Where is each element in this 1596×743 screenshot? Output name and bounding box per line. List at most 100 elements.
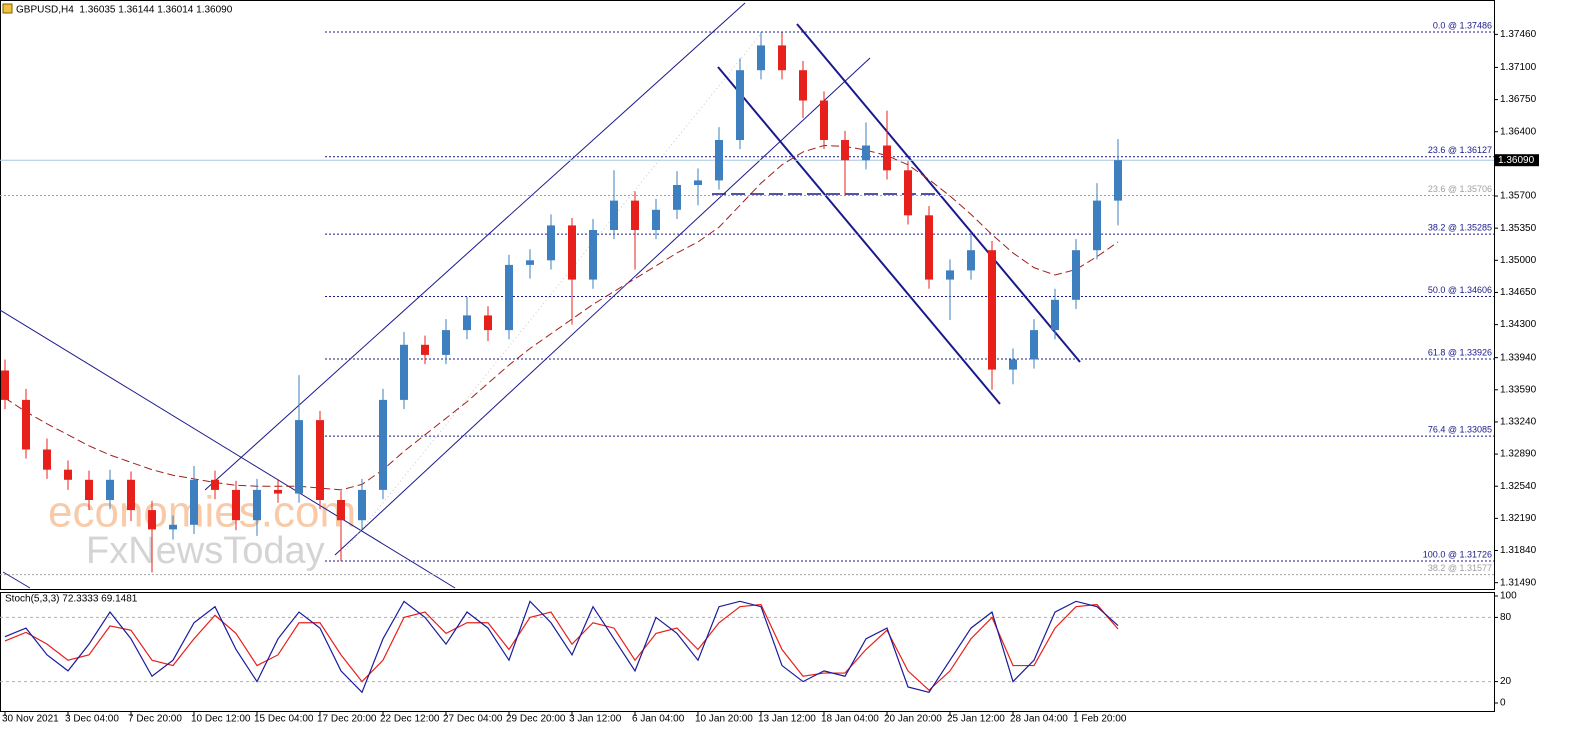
candle-body <box>568 225 576 280</box>
x-tick-label: 6 Jan 04:00 <box>632 714 685 725</box>
candle-body <box>43 449 51 470</box>
candle-body <box>400 344 408 400</box>
candle-body <box>505 264 513 331</box>
candle-body <box>190 479 198 525</box>
fib-label: 100.0 @ 1.31726 <box>1423 549 1492 559</box>
y-tick-label: 1.33590 <box>1500 384 1537 395</box>
candle-body <box>1072 250 1080 300</box>
candle-body <box>169 524 177 530</box>
x-tick-label: 10 Jan 20:00 <box>695 714 753 725</box>
y-tick-label: 1.32890 <box>1500 449 1537 460</box>
candle-body <box>715 140 723 181</box>
x-tick-label: 3 Jan 12:00 <box>569 714 622 725</box>
y-tick-label: 1.35000 <box>1500 255 1537 266</box>
symbol-icon <box>2 3 13 14</box>
candle-body <box>358 489 366 521</box>
x-tick-label: 20 Jan 20:00 <box>884 714 942 725</box>
candle-body <box>799 70 807 101</box>
candle-body <box>1093 200 1101 251</box>
stoch-frame <box>0 592 1495 712</box>
channel-down-upper <box>796 23 1081 363</box>
y-tick-label: 1.35700 <box>1500 191 1537 202</box>
x-tick-label: 10 Dec 12:00 <box>191 714 251 725</box>
y-tick-label: 1.37100 <box>1500 62 1537 73</box>
candle-body <box>778 45 786 71</box>
x-tick-label: 27 Dec 04:00 <box>443 714 503 725</box>
fib-label: 38.2 @ 1.31577 <box>1428 563 1492 573</box>
y-tick-label: 1.37460 <box>1500 29 1537 40</box>
fib-label: 38.2 @ 1.35285 <box>1428 223 1492 233</box>
stoch-title: Stoch(5,3,3) 72.3333 69.1481 <box>5 594 138 605</box>
x-tick-label: 13 Jan 12:00 <box>758 714 816 725</box>
y-tick-label: 1.33940 <box>1500 352 1537 363</box>
candle-body <box>1114 160 1122 201</box>
fib-label: 0.0 @ 1.37486 <box>1433 20 1492 30</box>
fib-label: 23.6 @ 1.36127 <box>1428 145 1492 155</box>
candle-body <box>547 225 555 261</box>
candle-body <box>85 479 93 500</box>
candle-body <box>988 250 996 370</box>
fib-label: 61.8 @ 1.33926 <box>1428 347 1492 357</box>
x-tick-label: 29 Dec 20:00 <box>506 714 566 725</box>
fib-label: 50.0 @ 1.34606 <box>1428 285 1492 295</box>
candle-body <box>652 209 660 230</box>
trendline <box>2 571 31 589</box>
y-tick-label: 1.36400 <box>1500 126 1537 137</box>
candle-body <box>610 200 618 230</box>
x-tick-label: 1 Feb 20:00 <box>1073 714 1127 725</box>
candle-body <box>64 469 72 480</box>
y-tick-label: 1.31840 <box>1500 545 1537 556</box>
y-tick-label: 1.32190 <box>1500 513 1537 524</box>
candle-body <box>841 140 849 161</box>
candle-body <box>337 500 345 521</box>
fib-label: 76.4 @ 1.33085 <box>1428 425 1492 435</box>
chart-title: GBPUSD,H4 1.36035 1.36144 1.36014 1.3609… <box>16 5 233 16</box>
x-tick-label: 3 Dec 04:00 <box>65 714 119 725</box>
x-tick-label: 7 Dec 20:00 <box>128 714 182 725</box>
candle-body <box>820 100 828 140</box>
candle-body <box>148 510 156 530</box>
y-tick-label: 1.34300 <box>1500 319 1537 330</box>
watermarks: economies.com FxNewsToday <box>48 488 356 572</box>
candle-body <box>589 230 597 280</box>
x-tick-label: 17 Dec 20:00 <box>317 714 377 725</box>
moving-average <box>4 145 1119 491</box>
y-tick-label: 1.36750 <box>1500 94 1537 105</box>
candle-body <box>253 489 261 521</box>
x-tick-label: 18 Jan 04:00 <box>821 714 879 725</box>
y-tick-label: 1.34650 <box>1500 287 1537 298</box>
stoch-main <box>4 600 1119 694</box>
stoch-tick-label: 0 <box>1500 698 1506 709</box>
candle-body <box>526 260 534 265</box>
candle-body <box>379 399 387 490</box>
candle-body <box>1030 330 1038 360</box>
candle-body <box>484 315 492 331</box>
candle-body <box>1051 299 1059 331</box>
fib-label: 23.6 @ 1.35706 <box>1428 184 1492 194</box>
candle-body <box>274 489 282 494</box>
y-tick-label: 1.31490 <box>1500 577 1537 588</box>
candle-body <box>1009 359 1017 370</box>
candle-body <box>757 45 765 71</box>
main-frame <box>0 0 1495 590</box>
candle-body <box>442 330 450 355</box>
candle-body <box>736 70 744 140</box>
y-tick-label: 1.35350 <box>1500 223 1537 234</box>
channel-upper <box>204 2 746 491</box>
y-tick-label: 1.32540 <box>1500 481 1537 492</box>
candle-body <box>463 315 471 331</box>
candle-body <box>631 200 639 230</box>
candle-body <box>295 420 303 494</box>
stoch-tick-label: 100 <box>1500 591 1517 602</box>
current-price-box <box>1495 154 1539 167</box>
watermark: FxNewsToday <box>86 530 325 572</box>
candle-body <box>1 370 9 400</box>
candle-body <box>862 145 870 161</box>
y-tick-label: 1.33240 <box>1500 417 1537 428</box>
candle-body <box>883 145 891 171</box>
candle-body <box>925 215 933 280</box>
candle-body <box>421 344 429 355</box>
candle-body <box>904 170 912 216</box>
